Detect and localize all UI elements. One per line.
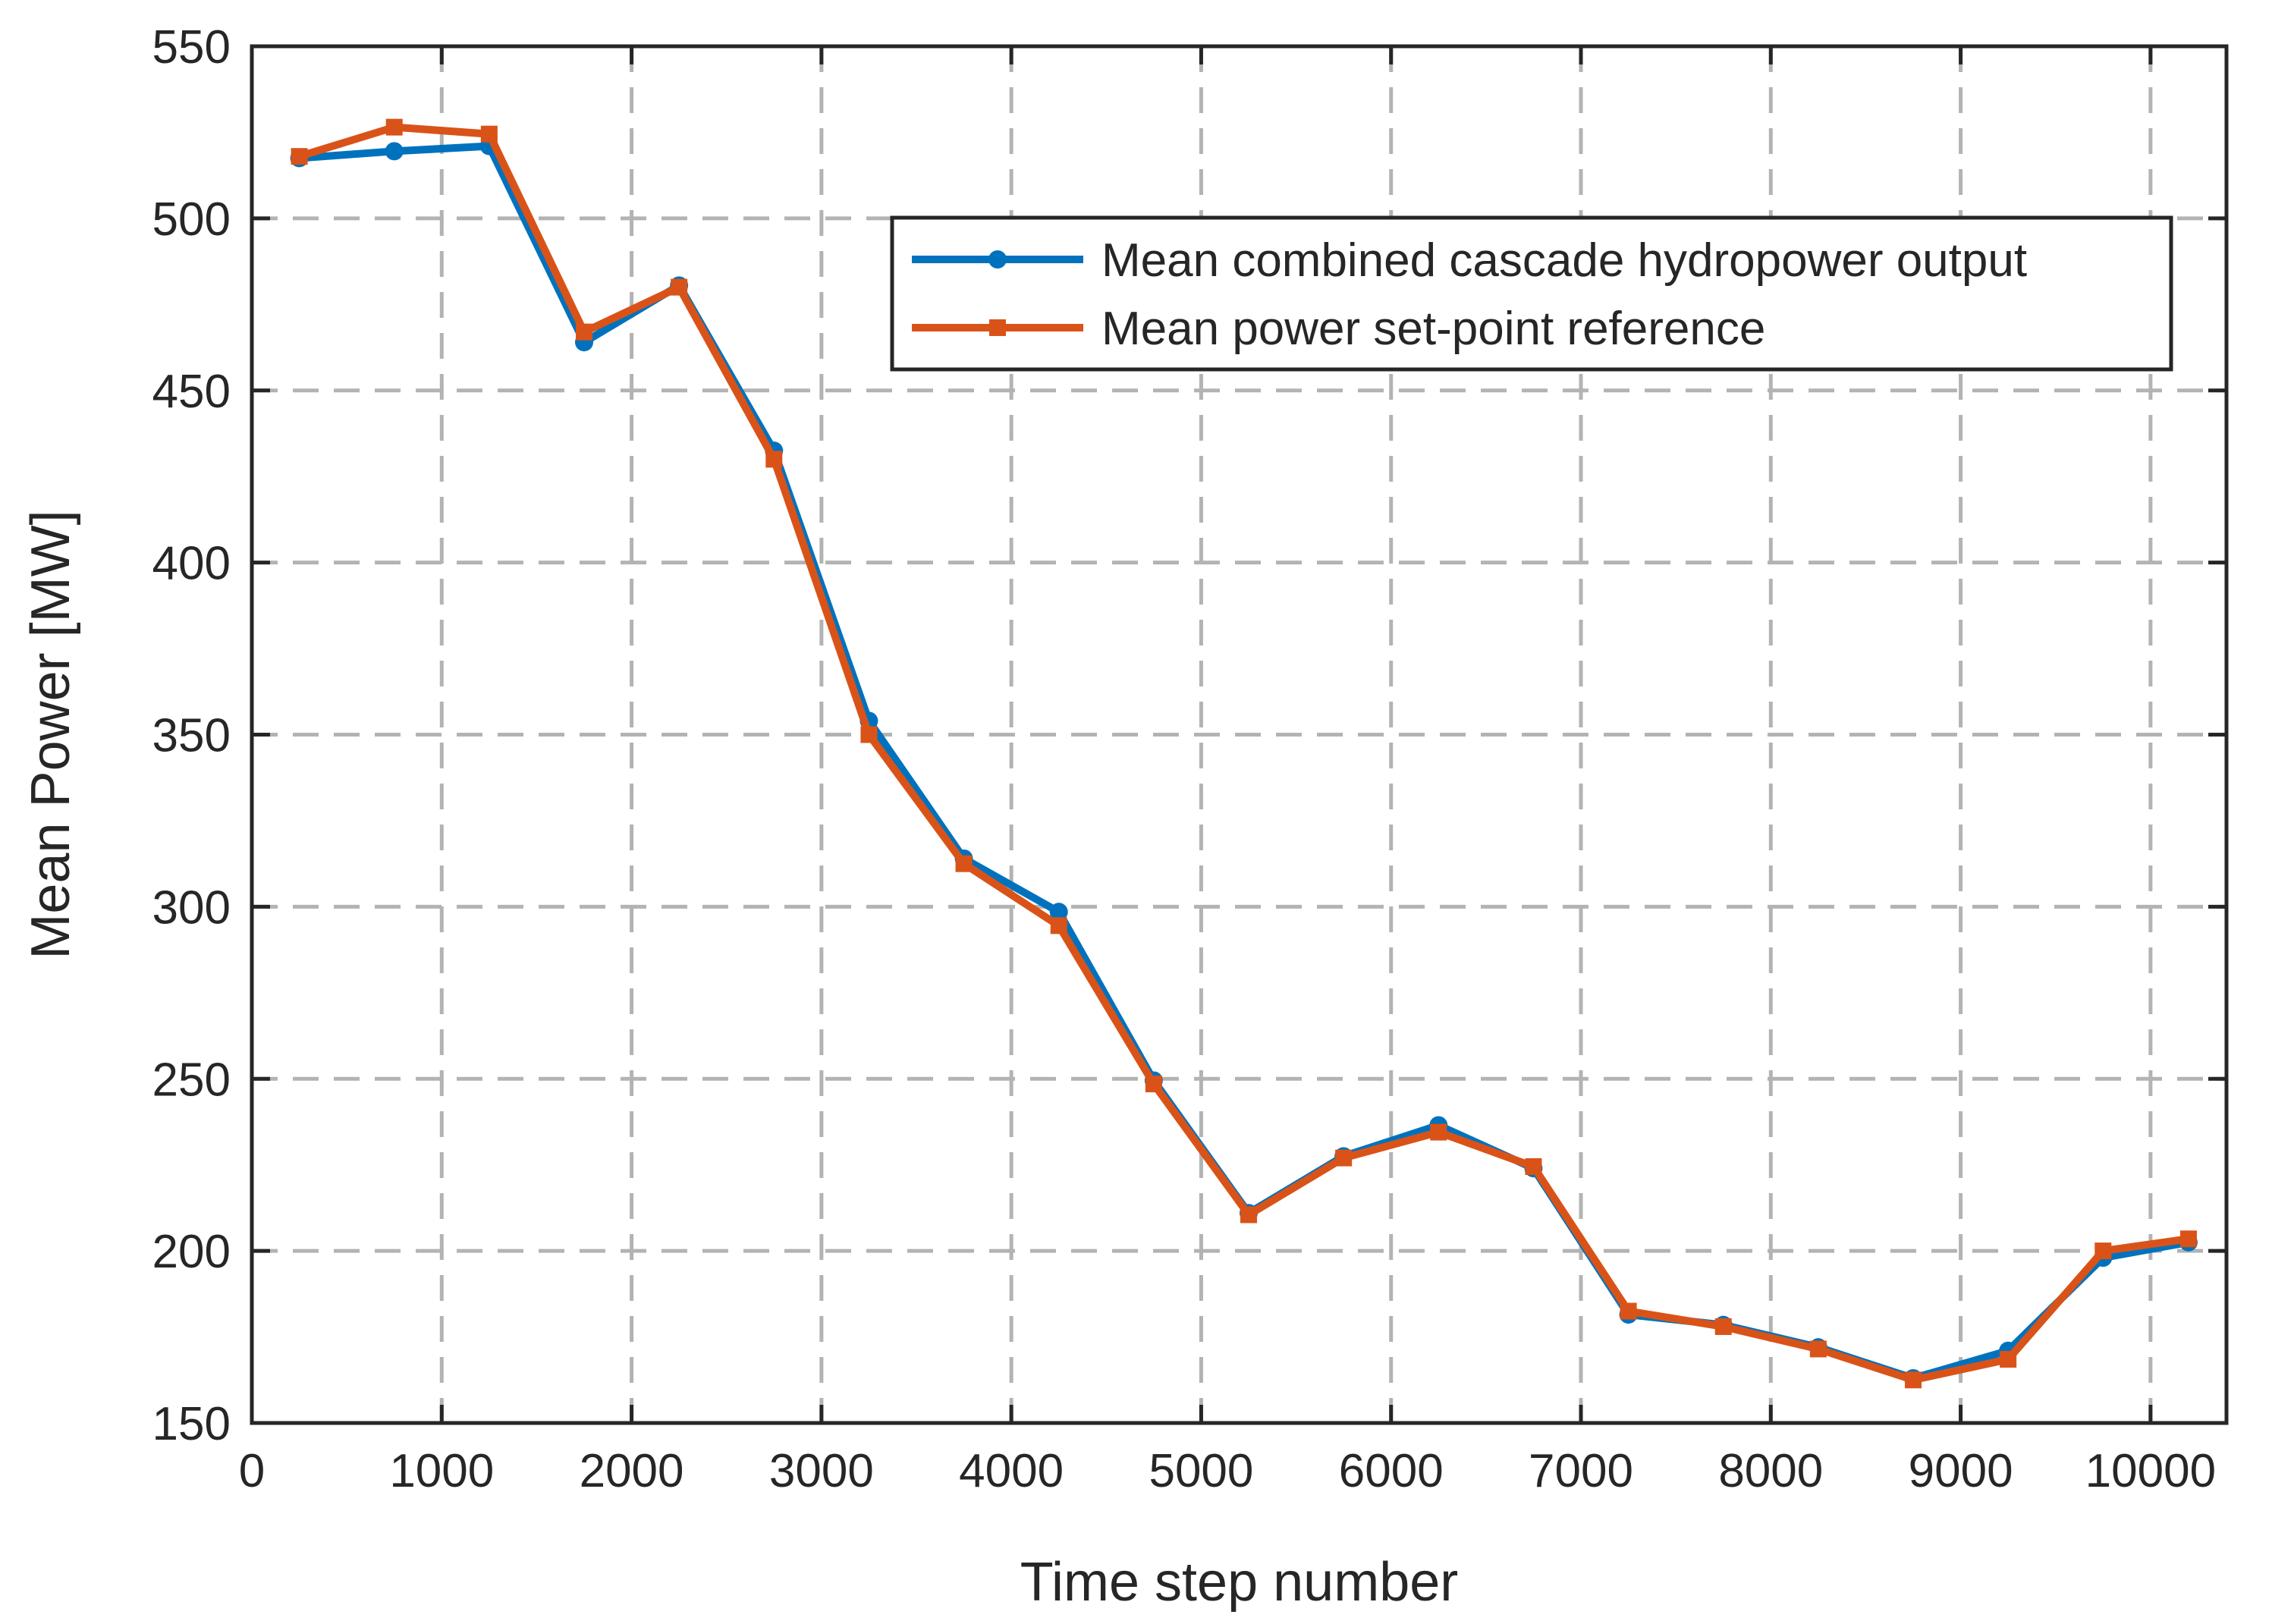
x-tick-label: 3000 — [769, 1445, 874, 1497]
legend-entry-setpoint-reference: Mean power set-point reference — [912, 303, 1765, 355]
x-tick-label: 7000 — [1529, 1445, 1633, 1497]
data-point — [1430, 1123, 1447, 1141]
data-point — [765, 451, 783, 468]
y-axis-title: Mean Power [MW] — [20, 510, 81, 959]
x-tick-label: 10000 — [2085, 1445, 2216, 1497]
data-point — [1809, 1340, 1827, 1358]
x-axis-title: Time step number — [1020, 1552, 1459, 1613]
legend-label: Mean combined cascade hydropower output — [1101, 234, 2027, 287]
data-point — [1620, 1302, 1637, 1320]
legend-label: Mean power set-point reference — [1101, 303, 1765, 355]
data-point — [2179, 1230, 2197, 1248]
data-point — [955, 855, 973, 872]
tick-labels: 0 1000 2000 3000 4000 5000 6000 7000 8000 9000 100… — [152, 21, 2217, 1497]
data-point — [385, 142, 404, 161]
y-tick-label: 450 — [152, 366, 231, 418]
y-tick-label: 350 — [152, 710, 231, 762]
data-point — [480, 125, 498, 143]
data-point — [1525, 1158, 1542, 1175]
data-point — [671, 278, 688, 296]
legend: Mean combined cascade hydropower output … — [890, 215, 2173, 372]
data-point — [291, 148, 308, 165]
data-point — [1049, 903, 1068, 922]
data-point — [860, 726, 878, 743]
y-tick-label: 200 — [152, 1226, 231, 1278]
x-tick-label: 0 — [239, 1445, 265, 1497]
data-point — [1050, 917, 1067, 935]
y-tick-label: 400 — [152, 538, 231, 590]
x-tick-label: 1000 — [389, 1445, 494, 1497]
data-point — [1335, 1149, 1353, 1167]
x-tick-label: 5000 — [1149, 1445, 1253, 1497]
y-tick-label: 550 — [152, 21, 231, 74]
data-point — [1145, 1076, 1162, 1093]
data-point — [385, 118, 403, 136]
y-tick-label: 500 — [152, 193, 231, 246]
y-tick-label: 300 — [152, 881, 231, 934]
data-point — [1905, 1371, 1922, 1389]
data-point — [1240, 1206, 1258, 1223]
legend-swatch-marker — [988, 250, 1007, 269]
x-tick-label: 9000 — [1909, 1445, 2013, 1497]
x-tick-label: 4000 — [959, 1445, 1064, 1497]
data-point — [1714, 1318, 1732, 1335]
x-tick-label: 2000 — [580, 1445, 684, 1497]
legend-box — [890, 215, 2173, 372]
legend-swatch-marker — [989, 319, 1006, 336]
y-tick-label: 150 — [152, 1398, 231, 1450]
series — [290, 118, 2198, 1389]
data-point — [2094, 1242, 2112, 1260]
series-1 — [291, 118, 2197, 1389]
axes — [250, 44, 2229, 1425]
y-tick-label: 250 — [152, 1054, 231, 1106]
x-tick-label: 6000 — [1339, 1445, 1444, 1497]
data-point — [2000, 1351, 2017, 1368]
data-point — [576, 323, 593, 341]
x-tick-label: 8000 — [1718, 1445, 1823, 1497]
legend-entry-hydropower-output: Mean combined cascade hydropower output — [912, 234, 2027, 287]
